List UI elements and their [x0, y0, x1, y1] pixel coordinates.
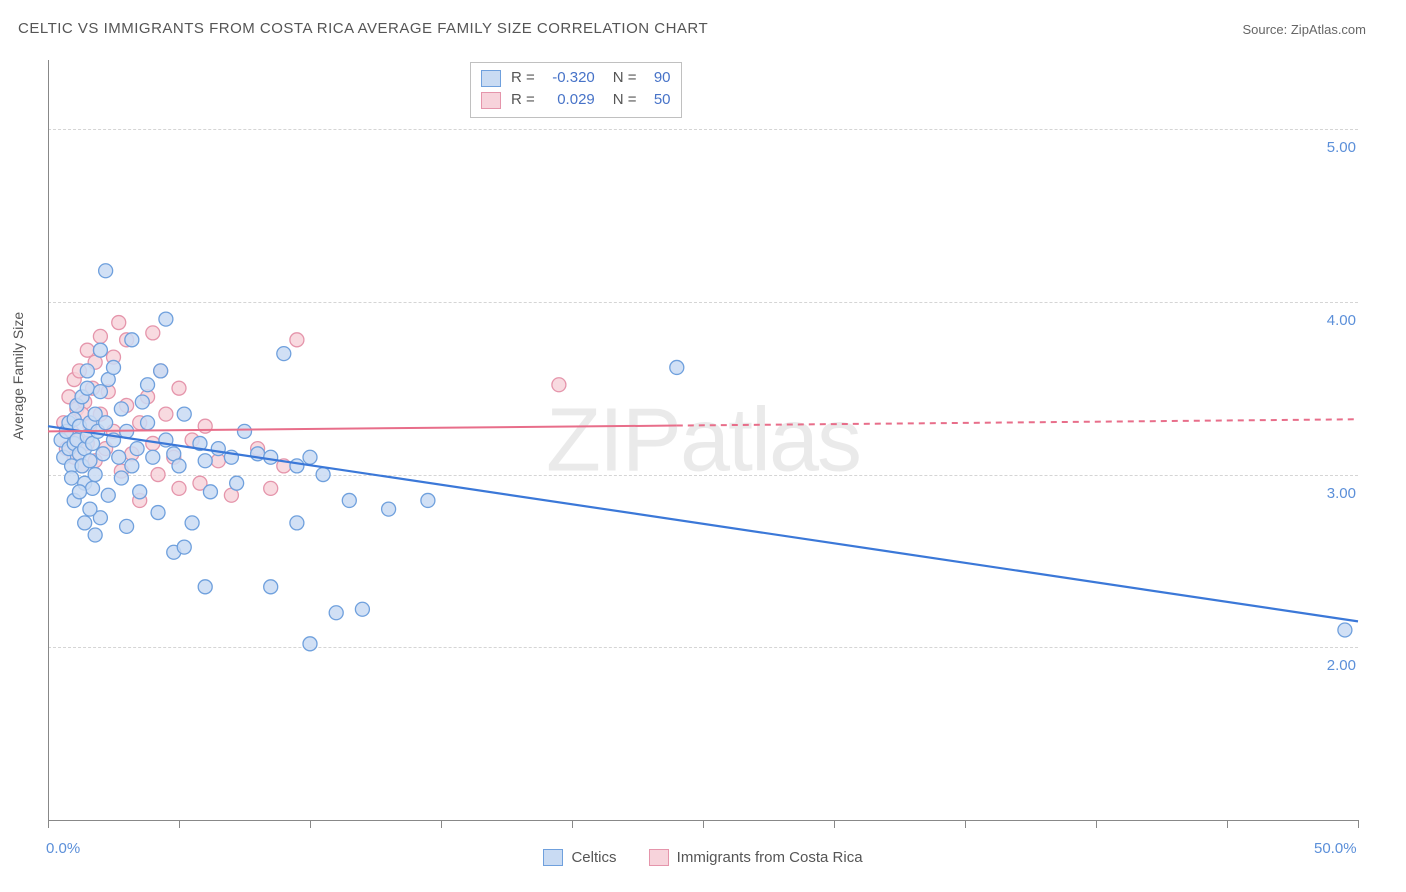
stats-n-label-1: N =	[613, 89, 637, 111]
stats-swatch-0	[481, 70, 501, 87]
legend: Celtics Immigrants from Costa Rica	[0, 849, 1406, 870]
stats-box: R = -0.320 N = 90 R = 0.029 N = 50	[470, 62, 682, 118]
scatter-plot	[0, 0, 1406, 892]
stats-r-value-1: 0.029	[543, 89, 595, 111]
stats-n-value-0: 90	[645, 67, 671, 89]
legend-label-0: Celtics	[571, 849, 616, 866]
stats-row-0: R = -0.320 N = 90	[481, 67, 671, 89]
stats-swatch-1	[481, 92, 501, 109]
legend-label-1: Immigrants from Costa Rica	[677, 849, 863, 866]
stats-n-value-1: 50	[645, 89, 671, 111]
stats-r-label-1: R =	[511, 89, 535, 111]
legend-item-1: Immigrants from Costa Rica	[649, 849, 863, 866]
chart-container: { "title": "CELTIC VS IMMIGRANTS FROM CO…	[0, 0, 1406, 892]
stats-row-1: R = 0.029 N = 50	[481, 89, 671, 111]
legend-swatch-0	[543, 849, 563, 866]
legend-swatch-1	[649, 849, 669, 866]
legend-item-0: Celtics	[543, 849, 616, 866]
stats-r-value-0: -0.320	[543, 67, 595, 89]
stats-r-label-0: R =	[511, 67, 535, 89]
stats-n-label-0: N =	[613, 67, 637, 89]
